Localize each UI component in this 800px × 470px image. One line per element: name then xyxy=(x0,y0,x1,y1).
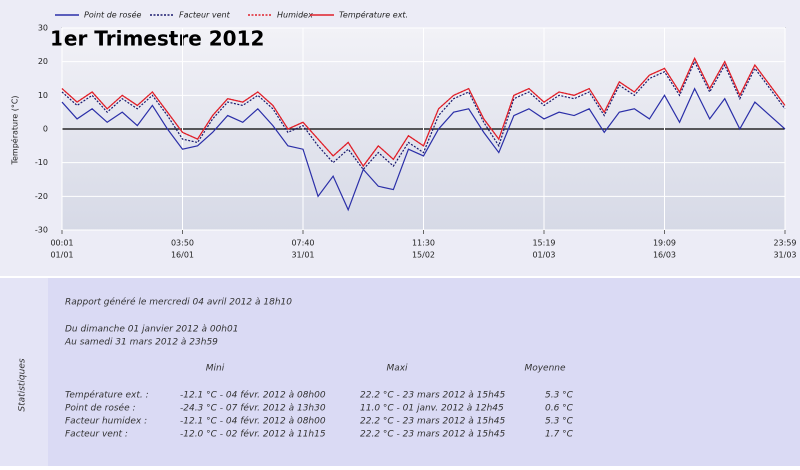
stats-cell: 5.3 °C xyxy=(545,391,574,401)
y-tick-label: -30 xyxy=(35,226,48,235)
stats-cell: 22.2 °C - 23 mars 2012 à 15h45 xyxy=(360,417,506,427)
series-line xyxy=(61,60,786,171)
x-tick-label: 00:01 xyxy=(50,239,73,248)
stats-side xyxy=(0,278,48,466)
x-tick-date: 15/02 xyxy=(412,251,435,260)
stats-header: Mini xyxy=(206,364,225,374)
legend-label: Humidex xyxy=(277,11,313,20)
legend-label: Point de rosée xyxy=(84,10,142,20)
x-tick-label: 11:30 xyxy=(412,239,435,248)
y-tick-label: 10 xyxy=(38,91,48,100)
stats-cell: 1.7 °C xyxy=(545,430,574,440)
series-line xyxy=(61,56,786,168)
report-line: Rapport généré le mercredi 04 avril 2012… xyxy=(65,297,292,308)
period-from: Du dimanche 01 janvier 2012 à 00h01 xyxy=(65,325,238,335)
stats-cell: 22.2 °C - 23 mars 2012 à 15h45 xyxy=(360,430,506,440)
x-tick-date: 01/01 xyxy=(50,251,73,260)
stats-cell: -24.3 °C - 07 févr. 2012 à 13h30 xyxy=(180,403,326,414)
x-tick-label: 19:09 xyxy=(653,239,676,248)
x-tick-label: 15:19 xyxy=(532,239,555,248)
y-tick-label: 20 xyxy=(38,57,48,66)
stats-cell: -12.1 °C - 04 févr. 2012 à 08h00 xyxy=(180,416,326,427)
stats-cell: Point de rosée : xyxy=(65,403,136,414)
x-tick-date: 31/01 xyxy=(291,251,314,260)
stats-cell: Facteur humidex : xyxy=(65,417,147,427)
legend-label: Facteur vent xyxy=(179,11,231,20)
y-tick-label: 0 xyxy=(43,125,48,134)
stats-cell: 5.3 °C xyxy=(545,417,574,427)
stats-cell: Facteur vent : xyxy=(65,430,128,440)
x-tick-date: 01/03 xyxy=(532,251,555,260)
period-to: Au samedi 31 mars 2012 à 23h59 xyxy=(64,338,218,348)
stats-cell: 11.0 °C - 01 janv. 2012 à 12h45 xyxy=(360,404,504,414)
y-tick-label: -10 xyxy=(35,158,48,167)
x-tick-label: 23:59 xyxy=(773,239,796,248)
x-tick-date: 16/01 xyxy=(171,251,194,260)
x-tick-date: 31/03 xyxy=(773,251,796,260)
stats-cell: -12.0 °C - 02 févr. 2012 à 11h15 xyxy=(180,429,326,440)
y-tick-label: 30 xyxy=(38,24,48,33)
chart-title: 1er Trimestre 2012 xyxy=(50,27,264,51)
y-tick-label: -20 xyxy=(35,192,48,201)
x-tick-label: 07:40 xyxy=(291,239,314,248)
stats-header: Maxi xyxy=(386,364,408,374)
stats-side-label: Statistiques xyxy=(18,358,28,411)
x-tick-label: 03:50 xyxy=(171,239,194,248)
legend-label: Température ext. xyxy=(339,10,408,20)
series-line xyxy=(61,87,786,212)
stats-cell: 0.6 °C xyxy=(545,404,574,414)
stats-cell: 22.2 °C - 23 mars 2012 à 15h45 xyxy=(360,391,506,401)
x-tick-date: 16/03 xyxy=(653,251,676,260)
stats-header: Moyenne xyxy=(524,364,566,374)
stats-cell: Température ext. : xyxy=(65,390,149,401)
y-axis-label: Température (°C) xyxy=(10,95,20,165)
stats-cell: -12.1 °C - 04 févr. 2012 à 08h00 xyxy=(180,390,326,401)
stats-panel xyxy=(48,278,800,466)
